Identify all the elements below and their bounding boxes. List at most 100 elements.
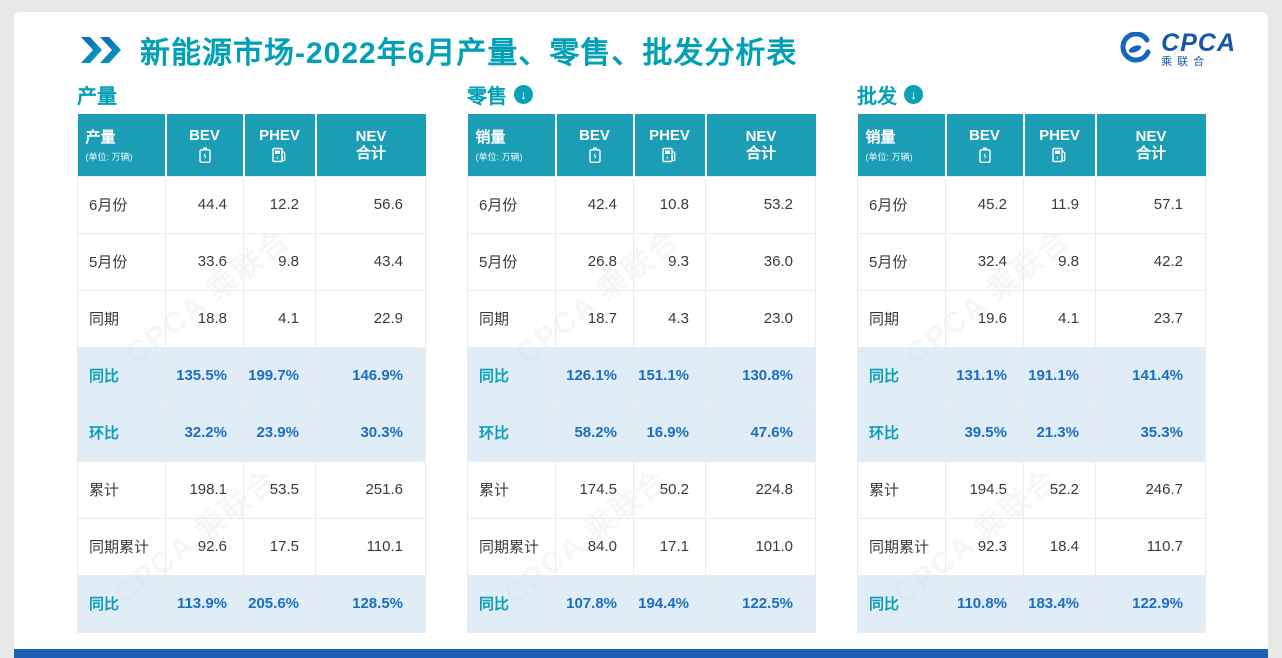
row-label: 同比 <box>77 346 166 405</box>
cell-value: 57.1 <box>1095 175 1206 234</box>
cell-value: 183.4% <box>1023 574 1096 633</box>
row-label: 同期 <box>77 289 166 348</box>
row-label: 同比 <box>467 346 556 405</box>
section-title-label: 批发 <box>857 85 897 108</box>
column-label: NEV <box>745 127 777 145</box>
corner-label: 销量 <box>475 129 506 147</box>
row-label: 同比 <box>857 346 946 405</box>
unit-label: (单位: 万辆) <box>85 152 133 163</box>
battery-icon <box>978 147 991 163</box>
row-label: 同期 <box>857 289 946 348</box>
bottom-accent-bar <box>14 649 1268 658</box>
row-label: 同期累计 <box>467 517 556 576</box>
logo-subtitle: 乘联合 <box>1161 56 1210 69</box>
cell-value: 21.3% <box>1023 403 1096 462</box>
row-label: 5月份 <box>857 232 946 291</box>
corner-label: 产量 <box>85 129 116 147</box>
cell-value: 17.1 <box>633 517 706 576</box>
corner-header: 产量 (单位: 万辆) <box>77 114 166 176</box>
column-label-2: 合计 <box>355 144 386 162</box>
cell-value: 39.5% <box>945 403 1024 462</box>
cell-value: 30.3% <box>315 403 426 462</box>
cell-value: 32.2% <box>165 403 244 462</box>
retail-table: 销量 (单位: 万辆) BEV PHEV NEV 合计 6月份 42.4 10.8 53.2 5月份… <box>467 114 816 633</box>
table-row: 6月份 42.4 10.8 53.2 <box>467 175 816 234</box>
row-label: 同比 <box>467 574 556 633</box>
table-row: 累计 194.5 52.2 246.7 <box>857 460 1206 519</box>
charger-icon <box>272 147 286 163</box>
row-label: 5月份 <box>467 232 556 291</box>
column-header-nev: NEV 合计 <box>1094 114 1206 176</box>
column-header-nev: NEV 合计 <box>314 114 426 176</box>
cell-value: 246.7 <box>1095 460 1206 519</box>
cell-value: 53.2 <box>705 175 816 234</box>
cell-value: 107.8% <box>555 574 634 633</box>
cell-value: 9.8 <box>1023 232 1096 291</box>
table-row: 同期 19.6 4.1 23.7 <box>857 289 1206 348</box>
section-title-wholesale: 批发 ↓ <box>857 82 1205 108</box>
battery-icon <box>588 147 601 163</box>
table-row: 6月份 44.4 12.2 56.6 <box>77 175 426 234</box>
cell-value: 50.2 <box>633 460 706 519</box>
cell-value: 23.7 <box>1095 289 1206 348</box>
table-row: 同比 113.9% 205.6% 128.5% <box>77 574 426 633</box>
cell-value: 113.9% <box>165 574 244 633</box>
charger-icon <box>1052 147 1066 163</box>
cell-value: 122.5% <box>705 574 816 633</box>
cell-value: 36.0 <box>705 232 816 291</box>
title-highlight: 新能源市场 <box>140 37 295 70</box>
wholesale-table: 销量 (单位: 万辆) BEV PHEV NEV 合计 6月份 45.2 11.9 57.1 5月份… <box>857 114 1206 633</box>
cell-value: 101.0 <box>705 517 816 576</box>
cell-value: 53.5 <box>243 460 316 519</box>
column-header-bev: BEV <box>554 114 634 176</box>
cell-value: 131.1% <box>945 346 1024 405</box>
table-row: 同期累计 92.3 18.4 110.7 <box>857 517 1206 576</box>
row-label: 环比 <box>77 403 166 462</box>
cell-value: 18.7 <box>555 289 634 348</box>
cell-value: 9.3 <box>633 232 706 291</box>
cell-value: 33.6 <box>165 232 244 291</box>
logo-name: CPCA <box>1161 29 1236 57</box>
table-row: 同比 135.5% 199.7% 146.9% <box>77 346 426 405</box>
section-title-label: 产量 <box>77 85 117 108</box>
column-label-2: 合计 <box>745 144 776 162</box>
cell-value: 35.3% <box>1095 403 1206 462</box>
column-header-phev: PHEV <box>1022 114 1096 176</box>
table-row: 同比 110.8% 183.4% 122.9% <box>857 574 1206 633</box>
cell-value: 126.1% <box>555 346 634 405</box>
production-table: 产量 (单位: 万辆) BEV PHEV NEV 合计 6月份 44.4 12.2 56.6 5月份… <box>77 114 426 633</box>
unit-label: (单位: 万辆) <box>865 152 913 163</box>
down-arrow-icon[interactable]: ↓ <box>514 84 533 104</box>
row-label: 6月份 <box>467 175 556 234</box>
cell-value: 58.2% <box>555 403 634 462</box>
title-wrap: 新能源市场-2022年6月产量、零售、批发分析表 <box>78 28 797 72</box>
cell-value: 92.3 <box>945 517 1024 576</box>
table-row: 同比 107.8% 194.4% 122.5% <box>467 574 816 633</box>
table-section-wholesale: 批发↓CPCA 乘联合CPCA 乘联合销量(单位: 万辆)BEVPHEVNEV合… <box>857 82 1206 633</box>
table-row: 5月份 26.8 9.3 36.0 <box>467 232 816 291</box>
cell-value: 84.0 <box>555 517 634 576</box>
report-header: 新能源市场-2022年6月产量、零售、批发分析表 CPCA 乘联合 <box>14 12 1268 72</box>
cell-value: 12.2 <box>243 175 316 234</box>
cell-value: 110.1 <box>315 517 426 576</box>
battery-icon <box>198 147 211 163</box>
table-row: 累计 174.5 50.2 224.8 <box>467 460 816 519</box>
section-title-label: 零售 <box>467 85 507 108</box>
down-arrow-icon[interactable]: ↓ <box>904 84 923 104</box>
cell-value: 199.7% <box>243 346 316 405</box>
cell-value: 224.8 <box>705 460 816 519</box>
table-section-retail: 零售↓CPCA 乘联合CPCA 乘联合销量(单位: 万辆)BEVPHEVNEV合… <box>467 82 816 633</box>
column-label: PHEV <box>259 126 300 144</box>
corner-header: 销量 (单位: 万辆) <box>467 114 556 176</box>
table-row: 环比 39.5% 21.3% 35.3% <box>857 403 1206 462</box>
column-label: NEV <box>355 127 387 145</box>
row-label: 同期累计 <box>857 517 946 576</box>
column-label: PHEV <box>1039 126 1080 144</box>
table-row: 环比 32.2% 23.9% 30.3% <box>77 403 426 462</box>
cell-value: 26.8 <box>555 232 634 291</box>
cell-value: 45.2 <box>945 175 1024 234</box>
column-label: BEV <box>189 126 220 144</box>
row-label: 6月份 <box>77 175 166 234</box>
